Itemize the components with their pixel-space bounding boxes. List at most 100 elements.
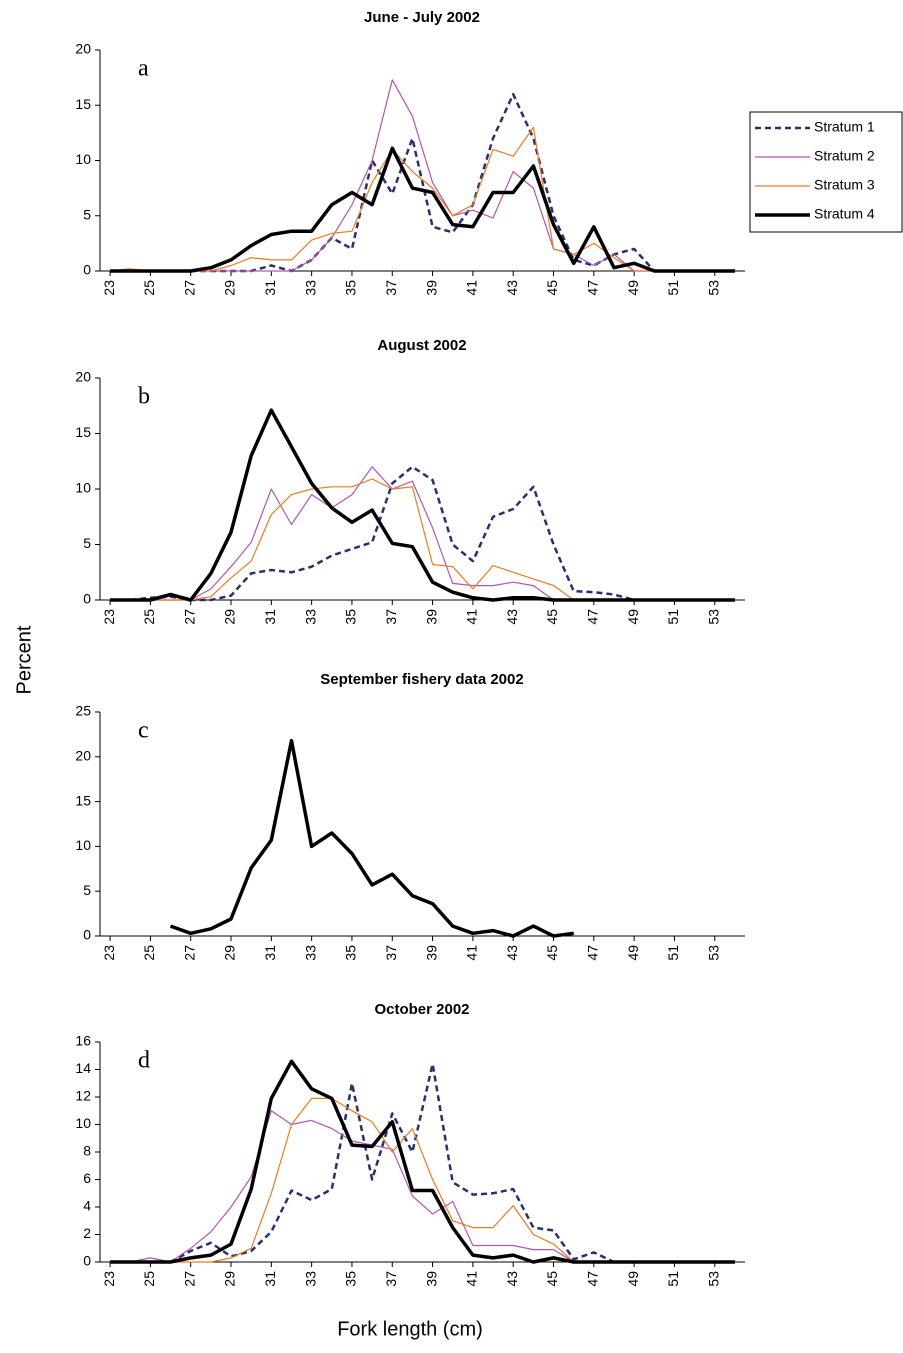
x-tick-label: 41 (464, 1271, 480, 1287)
x-tick-label: 27 (181, 1271, 197, 1287)
x-tick-label: 51 (665, 945, 681, 961)
x-tick-label: 25 (141, 1271, 157, 1287)
y-tick-label: 15 (75, 424, 91, 440)
y-tick-label: 20 (75, 41, 91, 57)
x-tick-label: 53 (705, 945, 721, 961)
x-tick-label: 37 (383, 280, 399, 296)
x-tick-label: 27 (181, 280, 197, 296)
x-tick-label: 23 (101, 609, 117, 625)
x-tick-label: 33 (302, 280, 318, 296)
y-tick-label: 6 (83, 1170, 91, 1186)
data-line (110, 79, 735, 272)
y-tick-label: 20 (75, 369, 91, 385)
y-tick-label: 8 (83, 1143, 91, 1159)
x-tick-label: 39 (423, 280, 439, 296)
y-tick-label: 4 (83, 1198, 91, 1214)
y-tick-label: 0 (83, 262, 91, 278)
chart-title: September fishery data 2002 (320, 671, 523, 688)
y-tick-label: 10 (75, 1115, 91, 1131)
x-tick-label: 41 (464, 945, 480, 961)
chart-title: August 2002 (377, 337, 466, 354)
x-tick-label: 23 (101, 1271, 117, 1287)
x-tick-label: 53 (705, 280, 721, 296)
data-line (110, 1062, 735, 1264)
x-tick-label: 43 (504, 280, 520, 296)
x-tick-label: 45 (544, 1271, 560, 1287)
x-tick-label: 35 (343, 945, 359, 961)
legend-box (749, 111, 903, 233)
x-tick-label: 35 (343, 609, 359, 625)
x-tick-label: 39 (423, 1271, 439, 1287)
x-tick-label: 49 (625, 1271, 641, 1287)
x-tick-label: 49 (625, 945, 641, 961)
legend-label: Stratum 3 (814, 177, 875, 193)
y-tick-label: 15 (75, 96, 91, 112)
data-line (110, 126, 735, 272)
x-tick-label: 47 (585, 280, 601, 296)
x-tick-label: 31 (262, 1271, 278, 1287)
x-tick-label: 51 (665, 1271, 681, 1287)
x-tick-label: 51 (665, 280, 681, 296)
x-axis-label: Fork length (cm) (337, 1318, 483, 1340)
x-tick-label: 29 (222, 945, 238, 961)
x-tick-label: 29 (222, 280, 238, 296)
y-tick-label: 20 (75, 748, 91, 764)
panel-label: d (138, 1048, 150, 1074)
x-tick-label: 39 (423, 609, 439, 625)
x-tick-label: 31 (262, 609, 278, 625)
chart-title: October 2002 (374, 1001, 469, 1018)
legend-label: Stratum 4 (814, 206, 875, 222)
x-tick-label: 47 (585, 1271, 601, 1287)
x-tick-label: 35 (343, 1271, 359, 1287)
x-tick-label: 45 (544, 280, 560, 296)
x-tick-label: 37 (383, 1271, 399, 1287)
x-tick-label: 41 (464, 609, 480, 625)
x-tick-label: 51 (665, 609, 681, 625)
panel-label: c (138, 718, 149, 744)
y-tick-label: 10 (75, 837, 91, 853)
x-tick-label: 31 (262, 945, 278, 961)
legend-label: Stratum 1 (814, 119, 875, 135)
y-tick-label: 10 (75, 151, 91, 167)
x-tick-label: 37 (383, 945, 399, 961)
x-tick-label: 27 (181, 609, 197, 625)
y-tick-label: 2 (83, 1225, 91, 1241)
x-tick-label: 35 (343, 280, 359, 296)
chart-title: June - July 2002 (364, 9, 480, 26)
y-tick-label: 5 (83, 535, 91, 551)
x-tick-label: 43 (504, 945, 520, 961)
x-tick-label: 53 (705, 1271, 721, 1287)
x-tick-label: 43 (504, 609, 520, 625)
y-tick-label: 5 (83, 206, 91, 222)
y-tick-label: 16 (75, 1033, 91, 1049)
x-tick-label: 47 (585, 609, 601, 625)
x-tick-label: 33 (302, 1271, 318, 1287)
data-line (110, 1110, 735, 1263)
x-tick-label: 25 (141, 609, 157, 625)
x-tick-label: 37 (383, 609, 399, 625)
x-tick-label: 23 (101, 280, 117, 296)
x-tick-label: 49 (625, 609, 641, 625)
y-tick-label: 12 (75, 1088, 91, 1104)
y-tick-label: 0 (83, 927, 91, 943)
x-tick-label: 39 (423, 945, 439, 961)
data-line (110, 408, 735, 602)
data-line (110, 146, 735, 273)
x-tick-label: 41 (464, 280, 480, 296)
x-tick-label: 23 (101, 945, 117, 961)
data-line (110, 1059, 735, 1264)
y-tick-label: 10 (75, 480, 91, 496)
x-tick-label: 25 (141, 280, 157, 296)
x-tick-label: 25 (141, 945, 157, 961)
x-tick-label: 53 (705, 609, 721, 625)
x-tick-label: 27 (181, 945, 197, 961)
y-tick-label: 0 (83, 1253, 91, 1269)
x-tick-label: 49 (625, 280, 641, 296)
x-tick-label: 31 (262, 280, 278, 296)
panel-label: a (138, 56, 149, 82)
x-tick-label: 47 (585, 945, 601, 961)
x-tick-label: 29 (222, 1271, 238, 1287)
data-line (110, 92, 735, 273)
